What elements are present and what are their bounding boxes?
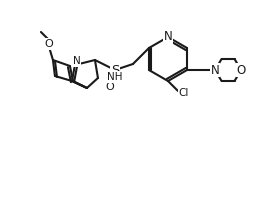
Text: Cl: Cl (179, 88, 189, 98)
Text: N: N (164, 31, 172, 43)
Text: N: N (73, 56, 81, 66)
Text: NH: NH (107, 72, 123, 82)
Text: O: O (237, 64, 246, 77)
Text: O: O (45, 39, 53, 49)
Text: N: N (211, 64, 220, 77)
Text: O: O (106, 82, 114, 92)
Text: S: S (111, 64, 119, 77)
